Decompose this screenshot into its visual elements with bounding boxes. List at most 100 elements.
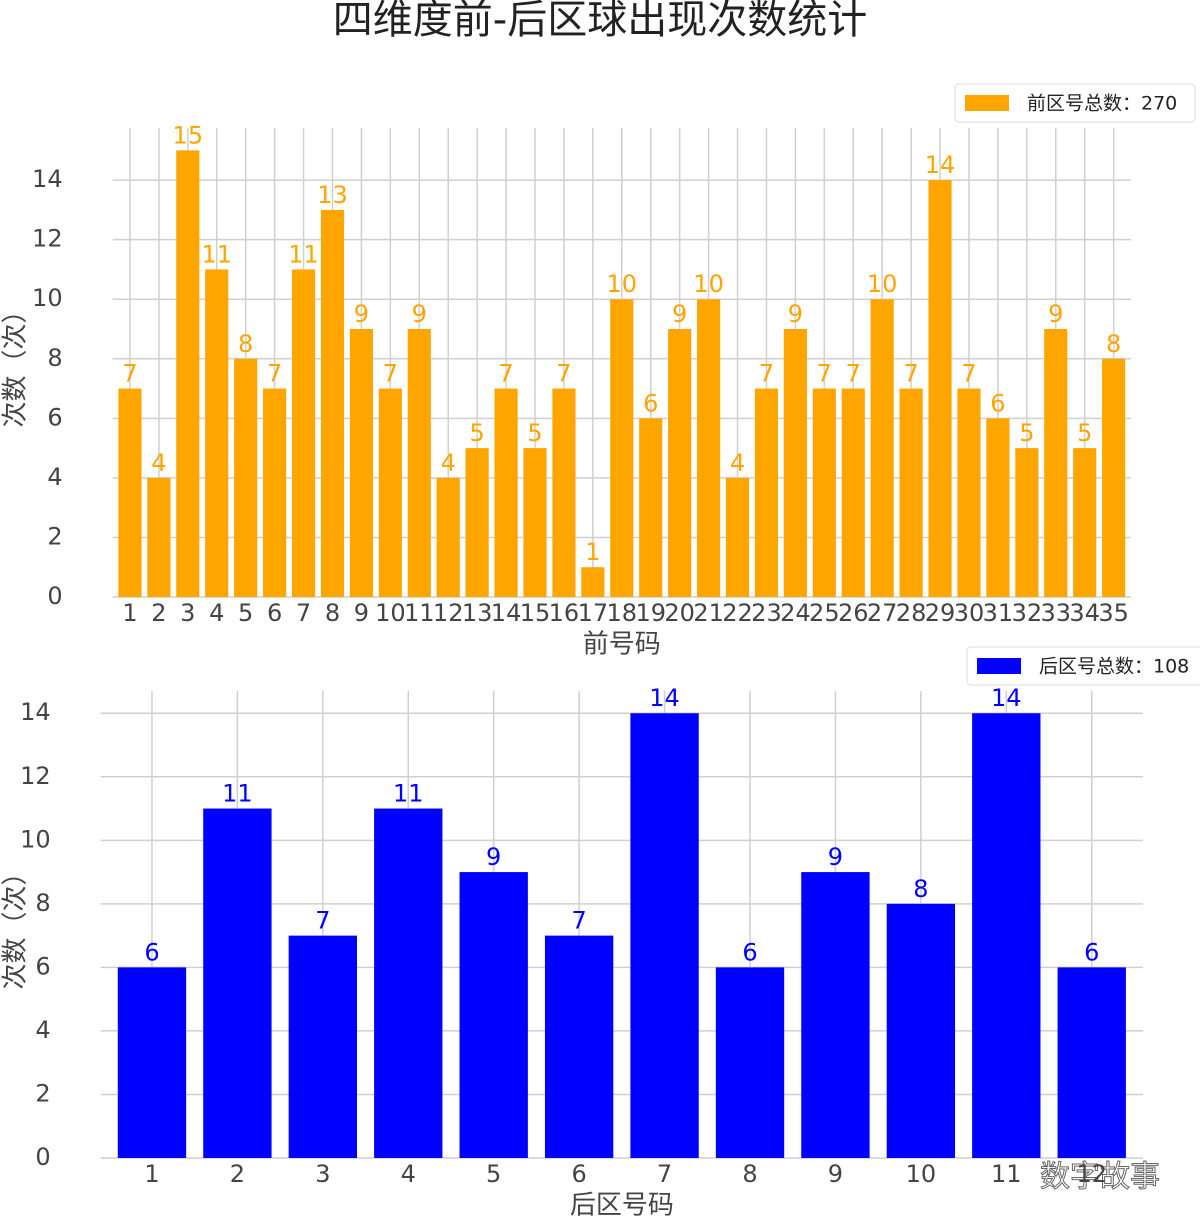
y-tick-label: 0 bbox=[35, 1143, 50, 1171]
x-tick-label: 27 bbox=[867, 599, 898, 627]
bar bbox=[374, 808, 443, 1158]
x-tick-label: 20 bbox=[664, 599, 695, 627]
data-label: 7 bbox=[122, 360, 137, 388]
bar bbox=[715, 967, 785, 1158]
bar bbox=[320, 209, 345, 597]
x-tick-label: 32 bbox=[1012, 599, 1043, 627]
x-tick-label: 19 bbox=[635, 599, 666, 627]
bar bbox=[378, 388, 402, 597]
x-tick-label: 2 bbox=[151, 599, 166, 627]
legend-swatch bbox=[977, 658, 1021, 674]
x-tick-label: 12 bbox=[1076, 1160, 1107, 1188]
bar bbox=[459, 872, 528, 1158]
data-label: 4 bbox=[151, 449, 166, 477]
y-tick-label: 12 bbox=[32, 225, 63, 253]
data-label: 11 bbox=[201, 240, 232, 268]
data-label: 7 bbox=[817, 360, 832, 388]
y-tick-label: 4 bbox=[47, 463, 62, 491]
data-label: 11 bbox=[288, 240, 319, 268]
data-label: 14 bbox=[649, 684, 680, 712]
data-label: 9 bbox=[1048, 300, 1063, 328]
data-label: 4 bbox=[441, 449, 456, 477]
x-tick-label: 4 bbox=[401, 1160, 416, 1188]
y-tick-label: 2 bbox=[35, 1079, 50, 1107]
bar bbox=[610, 299, 634, 597]
x-tick-label: 4 bbox=[209, 599, 224, 627]
x-tick-label: 23 bbox=[751, 599, 782, 627]
bar bbox=[1057, 967, 1126, 1158]
bar bbox=[203, 808, 272, 1158]
data-label: 14 bbox=[925, 151, 956, 179]
bar bbox=[886, 903, 956, 1158]
y-axis-label: 次数（次） bbox=[1, 297, 31, 427]
bar bbox=[117, 967, 187, 1158]
x-tick-label: 9 bbox=[828, 1160, 843, 1188]
x-tick-label: 7 bbox=[657, 1160, 672, 1188]
bar bbox=[291, 269, 316, 597]
bar bbox=[147, 477, 171, 597]
y-tick-label: 0 bbox=[47, 582, 62, 610]
bar bbox=[176, 150, 200, 598]
y-tick-label: 4 bbox=[35, 1016, 50, 1044]
x-tick-label: 1 bbox=[144, 1160, 159, 1188]
bar bbox=[465, 448, 489, 597]
chart-title: 四维度前-后区球出现次数统计 bbox=[333, 0, 867, 43]
x-tick-label: 15 bbox=[520, 599, 551, 627]
bar bbox=[972, 713, 1041, 1158]
data-label: 9 bbox=[486, 843, 501, 871]
x-tick-label: 29 bbox=[925, 599, 956, 627]
x-tick-label: 3 bbox=[315, 1160, 330, 1188]
data-label: 6 bbox=[1084, 938, 1099, 966]
x-tick-label: 28 bbox=[896, 599, 927, 627]
data-label: 9 bbox=[354, 300, 369, 328]
bar bbox=[234, 358, 258, 597]
bar bbox=[263, 388, 287, 597]
bar bbox=[349, 329, 373, 597]
data-label: 7 bbox=[556, 360, 571, 388]
bar bbox=[288, 935, 358, 1158]
legend-box bbox=[966, 646, 1200, 686]
x-tick-label: 3 bbox=[180, 599, 195, 627]
bar bbox=[494, 388, 518, 597]
x-tick-label: 33 bbox=[1041, 599, 1072, 627]
bar bbox=[436, 477, 460, 597]
x-tick-label: 14 bbox=[491, 599, 522, 627]
x-tick-label: 8 bbox=[742, 1160, 757, 1188]
data-label: 10 bbox=[693, 270, 724, 298]
y-tick-label: 6 bbox=[47, 403, 62, 431]
bar bbox=[697, 299, 721, 597]
x-tick-label: 9 bbox=[354, 599, 369, 627]
x-tick-label: 5 bbox=[238, 599, 253, 627]
data-label: 7 bbox=[383, 360, 398, 388]
data-label: 6 bbox=[144, 938, 159, 966]
data-label: 13 bbox=[317, 181, 348, 209]
data-label: 5 bbox=[1019, 419, 1034, 447]
bar bbox=[1044, 329, 1068, 597]
data-label: 7 bbox=[571, 907, 586, 935]
legend-label: 后区号总数：108 bbox=[1039, 656, 1189, 678]
y-axis-label: 次数（次） bbox=[1, 859, 31, 989]
bar bbox=[1102, 358, 1126, 597]
legend-swatch bbox=[965, 95, 1009, 111]
bar bbox=[205, 269, 229, 597]
x-tick-label: 12 bbox=[433, 599, 464, 627]
bar bbox=[783, 329, 807, 597]
bar bbox=[1015, 448, 1039, 597]
data-label: 8 bbox=[238, 330, 253, 358]
y-tick-label: 12 bbox=[20, 762, 51, 790]
bar bbox=[118, 388, 142, 597]
data-label: 5 bbox=[1077, 419, 1092, 447]
x-tick-label: 22 bbox=[722, 599, 753, 627]
data-label: 4 bbox=[730, 449, 745, 477]
x-tick-label: 16 bbox=[549, 599, 580, 627]
y-tick-label: 8 bbox=[35, 889, 50, 917]
data-label: 5 bbox=[470, 419, 485, 447]
x-tick-label: 26 bbox=[838, 599, 869, 627]
data-label: 6 bbox=[742, 938, 757, 966]
data-label: 7 bbox=[961, 360, 976, 388]
data-label: 10 bbox=[867, 270, 898, 298]
data-label: 9 bbox=[828, 843, 843, 871]
data-label: 8 bbox=[913, 875, 928, 903]
